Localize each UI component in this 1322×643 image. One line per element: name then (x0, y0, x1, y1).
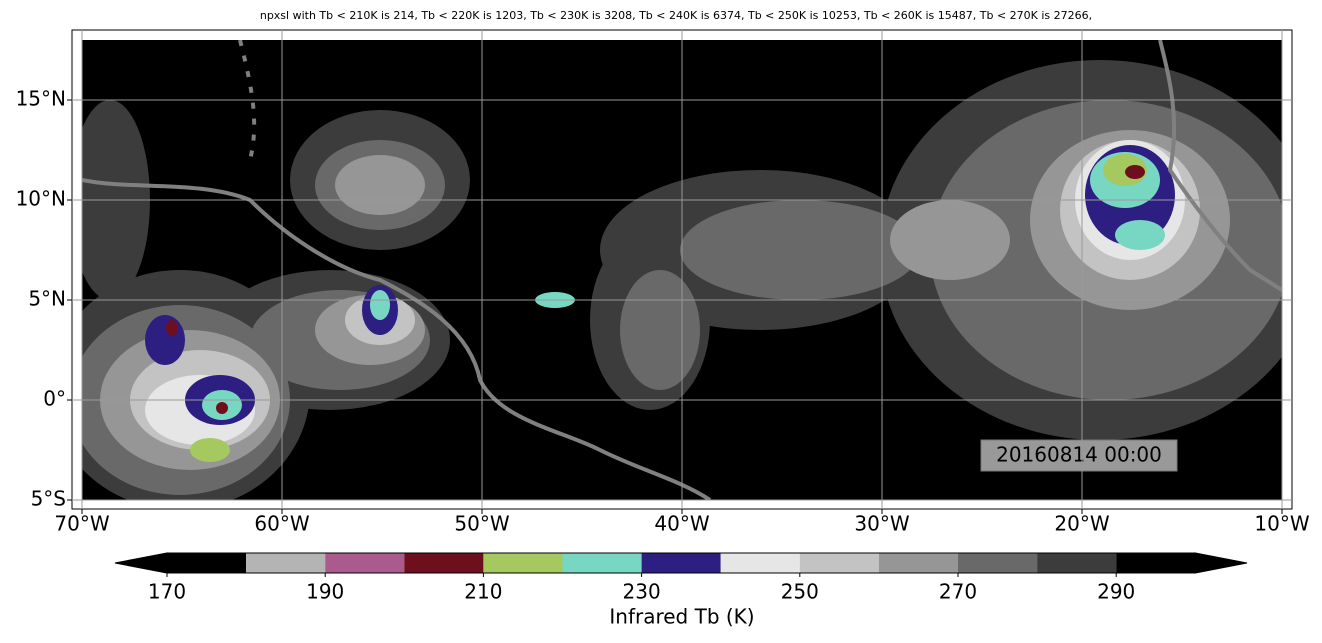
x-tick-label: 40°W (654, 512, 709, 536)
colorbar-segment (799, 553, 879, 573)
colorbar-extend-high (1194, 552, 1248, 574)
colorbar-tick-label: 250 (781, 580, 819, 604)
colorbar-tick-label: 210 (464, 580, 502, 604)
colorbar-segment (246, 553, 326, 573)
colorbar-tick-label: 230 (623, 580, 661, 604)
x-tick-label: 50°W (454, 512, 509, 536)
y-tick-label: 5°S (31, 487, 66, 511)
y-tick-label: 5°N (28, 287, 66, 311)
colorbar-segment (167, 553, 247, 573)
colorbar-segment (878, 553, 958, 573)
colorbar-tick-label: 270 (939, 580, 977, 604)
y-tick-label: 15°N (16, 87, 66, 111)
x-tick-label: 60°W (254, 512, 309, 536)
colorbar-tick-label: 290 (1097, 580, 1135, 604)
title: npxsl with Tb < 210K is 214, Tb < 220K i… (260, 9, 1092, 22)
colorbar-label: Infrared Tb (K) (609, 605, 754, 629)
colorbar-segment (641, 553, 721, 573)
x-tick-label: 10°W (1254, 512, 1309, 536)
colorbar-segment (1116, 553, 1196, 573)
colorbar-segment (562, 553, 642, 573)
colorbar-segment (720, 553, 800, 573)
x-tick-label: 30°W (854, 512, 909, 536)
colorbar-outline (166, 552, 1196, 574)
colorbar-tick-label: 170 (148, 580, 186, 604)
colorbar-segment (325, 553, 405, 573)
timestamp: 20160814 00:00 (996, 443, 1162, 467)
colorbar-segment (958, 553, 1038, 573)
colorbar-tick-label: 190 (306, 580, 344, 604)
colorbar-segment (1037, 553, 1117, 573)
colorbar-extend-low (114, 552, 168, 574)
colorbar-segment (404, 553, 484, 573)
x-tick-label: 70°W (54, 512, 109, 536)
colorbar-segment (483, 553, 563, 573)
y-tick-label: 0° (43, 387, 66, 411)
x-tick-label: 20°W (1054, 512, 1109, 536)
timestamp-box (980, 439, 1178, 472)
y-tick-label: 10°N (16, 187, 66, 211)
